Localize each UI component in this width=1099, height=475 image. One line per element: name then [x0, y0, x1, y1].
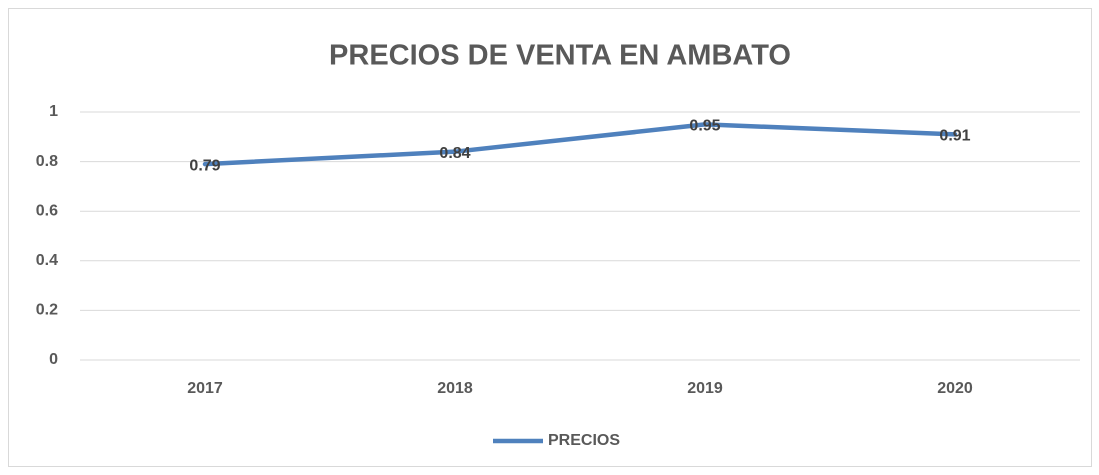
y-tick-label: 0	[49, 351, 58, 368]
y-tick-label: 0.4	[36, 252, 58, 269]
data-label: 0.84	[439, 145, 470, 162]
y-tick-label: 1	[49, 103, 58, 120]
line	[202, 122, 958, 167]
x-tick-label: 2018	[437, 380, 473, 397]
data-label: 0.79	[189, 157, 220, 174]
data-label: 0.95	[689, 118, 720, 135]
chart-border	[8, 8, 1092, 467]
y-tick-label: 0.2	[36, 302, 58, 319]
y-tick-label: 0.8	[36, 153, 58, 170]
x-tick-label: 2020	[937, 380, 973, 397]
x-tick-label: 2019	[687, 380, 723, 397]
data-label: 0.91	[939, 128, 970, 145]
x-tick-label: 2017	[187, 380, 223, 397]
legend-label: PRECIOS	[548, 432, 620, 449]
y-tick-label: 0.6	[36, 202, 58, 219]
chart-title: PRECIOS DE VENTA EN AMBATO	[329, 40, 791, 72]
